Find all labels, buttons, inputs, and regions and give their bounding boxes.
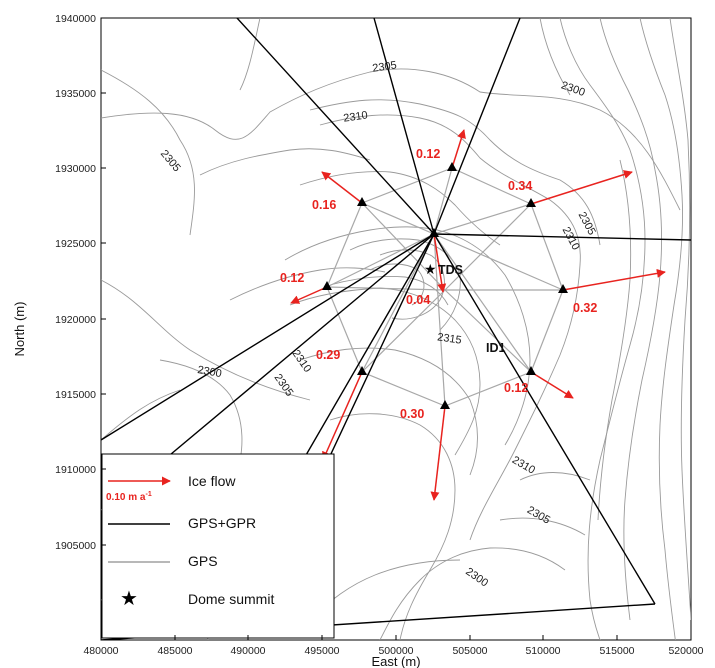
legend-gps-gpr-label: GPS+GPR: [188, 515, 256, 531]
flow-arrow: [433, 233, 447, 293]
x-tick-label: 515000: [599, 645, 634, 657]
y-tick-label: 1940000: [55, 13, 96, 25]
x-tick-labels: 480000 485000 490000 495000 500000 50500…: [83, 645, 703, 657]
station-marker: [526, 366, 536, 375]
x-axis-title: East (m): [371, 654, 420, 668]
station-marker: [322, 281, 332, 290]
x-tick-label: 505000: [452, 645, 487, 657]
flow-arrow: [322, 371, 363, 461]
y-tick-label: 1920000: [55, 314, 96, 326]
velocity-label: 0.12: [416, 147, 440, 161]
legend-gps-label: GPS: [188, 553, 218, 569]
flow-arrow: [530, 170, 633, 205]
legend-summit-label: Dome summit: [188, 591, 274, 607]
station-marker: [558, 284, 568, 293]
y-tick-label: 1905000: [55, 540, 96, 552]
velocity-label: 0.12: [504, 381, 528, 395]
station-marker: [357, 197, 367, 206]
velocity-labels: 0.12 0.16 0.34 0.12 0.04 0.32 0.29 0.30 …: [280, 147, 597, 421]
y-axis: [101, 17, 106, 546]
contour-label: 2310: [343, 109, 369, 124]
station-marker: [440, 400, 450, 409]
y-tick-label: 1910000: [55, 464, 96, 476]
velocity-label: 0.30: [400, 407, 424, 421]
y-axis-title: North (m): [12, 302, 27, 357]
summit-label: TDS: [438, 263, 463, 277]
contour-label: 2305: [372, 59, 398, 74]
velocity-label: 0.04: [406, 293, 430, 307]
station-marker: [429, 228, 439, 237]
legend-scale-value: 0.10 m a: [106, 492, 146, 503]
x-tick-label: 510000: [525, 645, 560, 657]
y-tick-label: 1925000: [55, 238, 96, 250]
flow-arrow: [562, 268, 666, 291]
flow-arrow: [290, 286, 328, 304]
legend-scale-label: 0.10 m a-1: [106, 491, 152, 503]
ice-flow-arrows: [290, 129, 666, 501]
contour-label: 2315: [436, 331, 462, 346]
velocity-label: 0.34: [508, 179, 532, 193]
y-tick-label: 1935000: [55, 88, 96, 100]
x-tick-label: 480000: [83, 645, 118, 657]
id1-label: ID1: [486, 341, 506, 355]
flow-arrow: [530, 371, 574, 399]
flow-arrow: [451, 129, 466, 169]
x-tick-label: 485000: [157, 645, 192, 657]
survey-stations: [322, 162, 568, 409]
flow-arrow: [430, 405, 446, 501]
dome-summit-star-icon: ★: [424, 262, 437, 278]
velocity-label: 0.29: [316, 348, 340, 362]
x-tick-label: 500000: [378, 645, 413, 657]
y-tick-label: 1915000: [55, 389, 96, 401]
legend-scale-exponent: -1: [145, 491, 151, 498]
y-tick-label: 1930000: [55, 163, 96, 175]
x-axis: [100, 635, 692, 640]
x-tick-label: 490000: [230, 645, 265, 657]
legend: Ice flow 0.10 m a-1 GPS+GPR GPS ★ Dome s…: [101, 453, 335, 639]
station-marker: [447, 162, 457, 171]
velocity-label: 0.32: [573, 301, 597, 315]
contour-label: 2300: [196, 364, 222, 380]
x-tick-label: 520000: [668, 645, 703, 657]
velocity-label: 0.12: [280, 271, 304, 285]
flow-arrow: [321, 171, 363, 204]
legend-star-icon: ★: [120, 586, 138, 610]
x-tick-label: 495000: [304, 645, 339, 657]
velocity-label: 0.16: [312, 198, 336, 212]
legend-ice-flow-label: Ice flow: [188, 473, 236, 489]
station-marker: [357, 366, 367, 375]
legend-box: [101, 453, 335, 639]
y-tick-labels: 1940000 1935000 1930000 1925000 1920000 …: [55, 13, 96, 552]
station-marker: [526, 198, 536, 207]
